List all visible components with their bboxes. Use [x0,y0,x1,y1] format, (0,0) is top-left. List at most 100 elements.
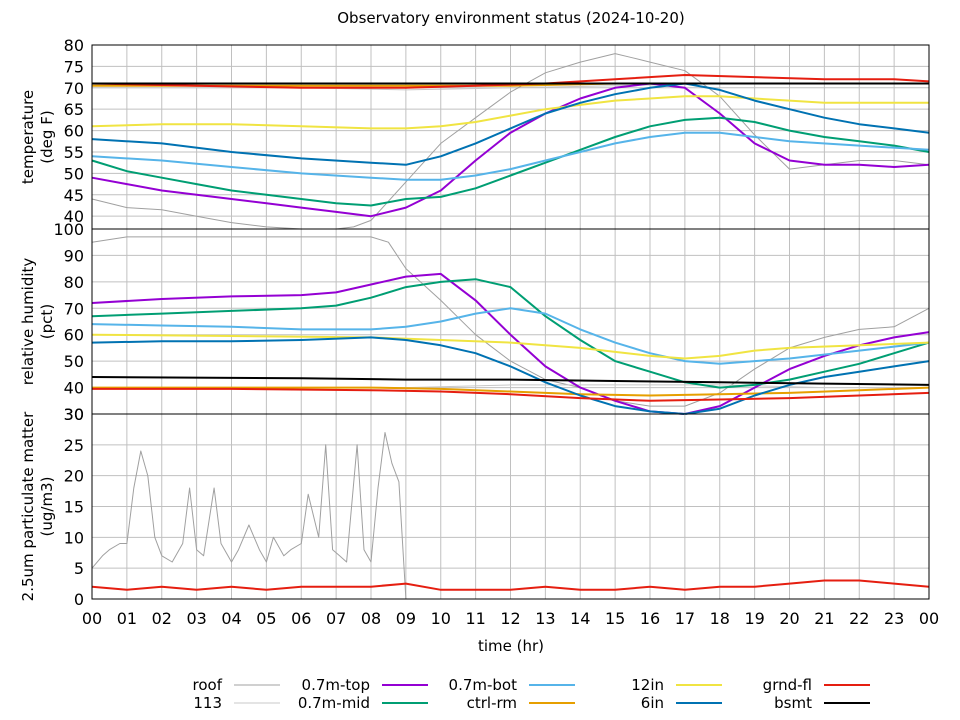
series-line-bot [91,307,930,365]
legend-item-grnd: grnd-fl [763,676,870,694]
x-tick-label: 07 [326,609,346,628]
series-line-mid [91,116,930,207]
x-tick-label: 00 [919,609,939,628]
y-tick-label: 80 [64,36,84,55]
series-line-mid [91,278,930,389]
x-tick-label: 13 [535,609,555,628]
legend-item-ctrl: ctrl-rm [467,694,575,712]
x-tick-label: 11 [465,609,485,628]
x-tick-label: 00 [82,609,102,628]
y-tick-label: 50 [64,164,84,183]
legend-label: 12in [631,676,664,694]
legend-label: grnd-fl [763,676,812,694]
y-tick-label: 30 [64,405,84,424]
x-axis-title: time (hr) [478,637,544,655]
legend-label: ctrl-rm [467,694,517,712]
x-tick-label: 02 [152,609,172,628]
y-axis-title: temperature [19,90,37,184]
y-tick-label: 65 [64,100,84,119]
y-tick-label: 80 [64,273,84,292]
x-tick-label: 19 [744,609,764,628]
x-tick-label: 01 [117,609,137,628]
y-tick-label: 40 [64,379,84,398]
series-line-top [91,272,930,415]
x-tick-label: 06 [291,609,311,628]
y-tick-label: 40 [64,207,84,226]
x-tick-label: 04 [221,609,241,628]
legend-label: 113 [193,694,222,712]
x-tick-label: 18 [710,609,730,628]
series-line-bsmt [91,376,930,386]
x-tick-label: 21 [814,609,834,628]
x-tick-label: 09 [396,609,416,628]
series-line-in6 [91,336,930,415]
x-tick-label: 22 [849,609,869,628]
legend-item-bot: 0.7m-bot [449,676,575,694]
y-tick-label: 60 [64,326,84,345]
y-tick-label: 5 [74,559,84,578]
series-line-roof [91,236,930,407]
legend-label: 0.7m-mid [298,694,370,712]
series-line-in6 [91,82,930,166]
x-tick-label: 17 [675,609,695,628]
y-tick-label: 70 [64,79,84,98]
legend-label: bsmt [774,694,812,712]
chart-title: Observatory environment status (2024-10-… [337,9,685,27]
series-line-grnd [91,74,930,89]
x-tick-label: 16 [640,609,660,628]
series-line-in12 [91,95,929,130]
legend-label: 6in [641,694,664,712]
series-line-roof [91,432,407,600]
y-tick-label: 55 [64,143,84,162]
x-tick-label: 14 [570,609,590,628]
legend-item-mid: 0.7m-mid [298,694,428,712]
y-axis-title: (deg F) [38,110,56,163]
x-tick-label: 10 [431,609,451,628]
y-axis-title: relative humidity [19,258,37,386]
legend-label: 0.7m-bot [449,676,518,694]
series-line-top [91,82,930,218]
y-tick-label: 30 [64,405,84,424]
legend-label: 0.7m-top [302,676,370,694]
x-tick-label: 08 [361,609,381,628]
legend-item-in6: 6in [641,694,722,712]
y-tick-label: 75 [64,57,84,76]
x-tick-label: 23 [884,609,904,628]
panel-particulate: 0 5 10 15 20 25 30 2.5um particulate matter (ug/… [19,405,930,609]
series-line-roof [91,53,930,230]
series-line-grnd [92,387,930,402]
series-line-grnd [91,579,930,591]
x-tick-label: 20 [779,609,799,628]
x-tick-label: 15 [605,609,625,628]
y-tick-label: 100 [53,220,84,239]
legend-item-in12: 12in [631,676,722,694]
y-tick-label: 20 [64,467,84,486]
x-tick-label: 03 [186,609,206,628]
legend-item-top: 0.7m-top [302,676,428,694]
y-axis-title: (pct) [38,304,56,339]
panel-humidity: 30 40 50 60 70 80 90 100 relative humidity (pct) [19,220,930,424]
y-tick-label: 15 [64,498,84,517]
y-tick-label: 10 [64,528,84,547]
y-tick-label: 70 [64,299,84,318]
panel-temperature: 40 45 50 55 60 65 70 75 80 temperature (deg F) [19,36,930,230]
series-line-bot [91,131,930,181]
y-tick-label: 90 [64,246,84,265]
legend-item-s113: 113 [193,694,280,712]
y-tick-label: 60 [64,122,84,141]
legend-item-bsmt: bsmt [774,694,870,712]
x-tick-label: 12 [500,609,520,628]
y-tick-label: 50 [64,352,84,371]
y-tick-label: 0 [74,590,84,609]
y-axis-title: 2.5um particulate matter [19,411,37,601]
x-tick-label: 05 [256,609,276,628]
panel-frame [91,413,930,600]
series-line-ctrl [92,386,930,397]
y-tick-label: 45 [64,186,84,205]
y-tick-label: 25 [64,436,84,455]
y-axis-title: (ug/m3) [38,477,56,537]
legend-item-roof: roof [193,676,280,694]
